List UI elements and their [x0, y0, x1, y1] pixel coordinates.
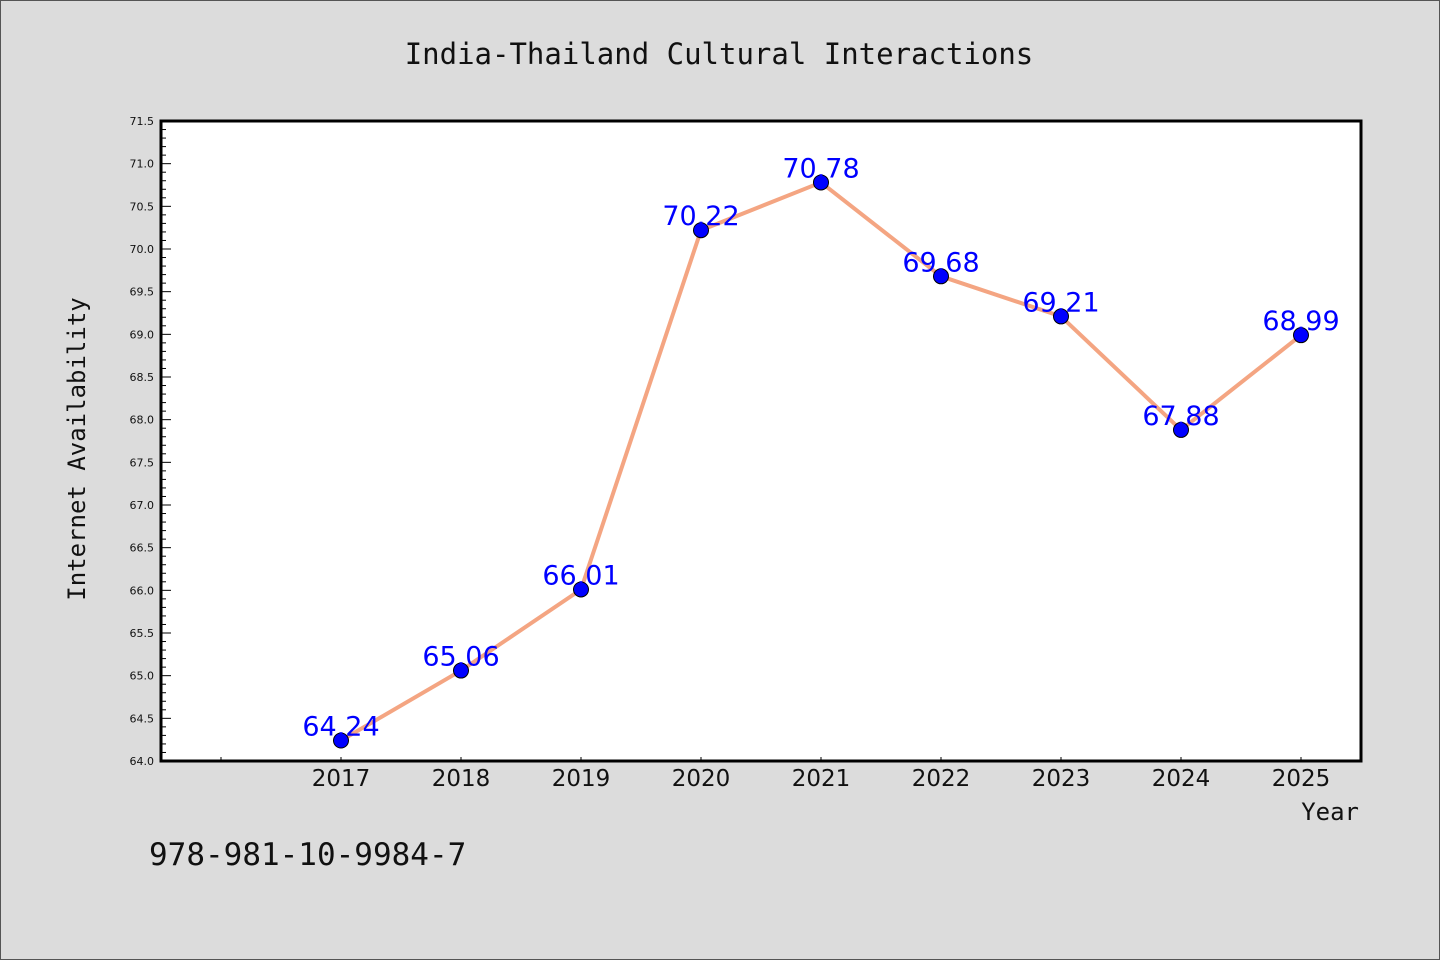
- data-point: [693, 222, 709, 239]
- y-tick-label: 67.5: [130, 456, 155, 469]
- x-tick-label: 2025: [1272, 766, 1331, 792]
- y-tick-label: 67.0: [130, 499, 155, 512]
- data-point: [573, 581, 589, 598]
- x-tick-label: 2019: [552, 766, 611, 792]
- chart-title: India-Thailand Cultural Interactions: [405, 37, 1034, 71]
- y-tick-label: 69.5: [130, 286, 155, 299]
- y-tick-label: 70.5: [130, 200, 155, 213]
- data-label: 67.88: [1142, 401, 1219, 432]
- data-label: 65.06: [422, 642, 499, 673]
- series-layer: 64.24 65.06 66.01 70.22 70.78 69.68 69.21 67.88…: [302, 153, 1340, 749]
- data-point: [1293, 327, 1309, 344]
- data-point: [333, 732, 349, 749]
- y-tick-label: 69.0: [130, 328, 155, 341]
- y-tick-label: 64.0: [130, 755, 155, 768]
- x-axis-label: Year: [1301, 798, 1359, 826]
- data-label: 69.21: [1022, 287, 1099, 318]
- footnote: 978-981-10-9984-7: [149, 837, 466, 873]
- data-point: [1053, 308, 1069, 325]
- y-tick-label: 71.0: [130, 158, 155, 171]
- plot-area: [161, 121, 1361, 761]
- x-tick-label: 2020: [672, 766, 731, 792]
- data-point: [1173, 421, 1189, 438]
- data-label: 66.01: [542, 560, 619, 591]
- data-point: [933, 268, 949, 285]
- data-label: 70.78: [782, 153, 859, 184]
- x-tick-label: 2018: [432, 766, 491, 792]
- y-tick-label: 64.5: [130, 712, 155, 725]
- y-tick-label: 65.5: [130, 627, 155, 640]
- y-tick-label: 66.5: [130, 542, 155, 555]
- data-label: 70.22: [662, 201, 739, 232]
- data-point: [813, 174, 829, 191]
- x-tick-label: 2017: [312, 766, 371, 792]
- x-tick-label: 2024: [1152, 766, 1211, 792]
- x-tick-label: 2023: [1032, 766, 1091, 792]
- x-tick-label: 2022: [912, 766, 971, 792]
- y-tick-label: 65.0: [130, 670, 155, 683]
- y-axis-label: Internet Availability: [63, 297, 91, 600]
- y-axis-ticks: 64.0 64.5 65.0 65.5 66.0 66.5 67.0 67.5 68.0 68.5…: [130, 115, 171, 768]
- x-tick-label: 2021: [792, 766, 851, 792]
- y-tick-label: 70.0: [130, 243, 155, 256]
- y-tick-label: 68.0: [130, 414, 155, 427]
- data-label: 68.99: [1262, 306, 1339, 337]
- y-tick-label: 68.5: [130, 371, 155, 384]
- plot-frame: [159, 119, 1363, 763]
- x-axis-ticks: 2017 2018 2019 2020 2021 2022 2023 2024 2025: [220, 757, 1331, 792]
- y-tick-label: 66.0: [130, 584, 155, 597]
- data-label: 69.68: [902, 247, 979, 278]
- data-point: [453, 662, 469, 679]
- y-tick-label: 71.5: [130, 115, 155, 128]
- data-label: 64.24: [302, 712, 379, 743]
